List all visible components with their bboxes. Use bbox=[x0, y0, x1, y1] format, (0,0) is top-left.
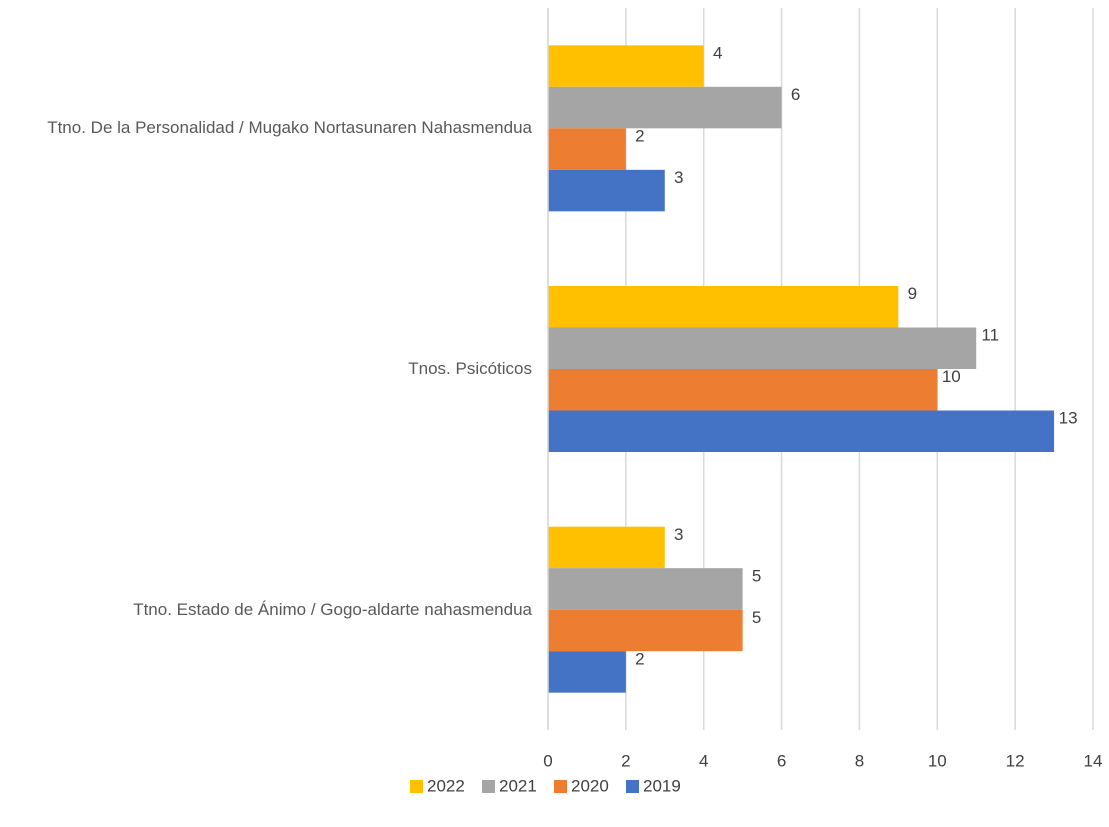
x-tick-label: 4 bbox=[699, 751, 708, 770]
legend-label: 2022 bbox=[427, 776, 465, 795]
legend-label: 2020 bbox=[571, 776, 609, 795]
bar bbox=[548, 651, 626, 693]
x-tick-label: 12 bbox=[1006, 751, 1025, 770]
bar bbox=[548, 169, 665, 212]
data-label: 2 bbox=[635, 127, 644, 146]
data-label: 10 bbox=[942, 367, 961, 386]
bar bbox=[548, 45, 704, 87]
x-tick-label: 2 bbox=[621, 751, 630, 770]
data-label: 3 bbox=[674, 168, 683, 187]
x-tick-label: 0 bbox=[543, 751, 552, 770]
category-label: Ttno. Estado de Ánimo / Gogo-aldarte nah… bbox=[133, 599, 532, 619]
bar bbox=[548, 410, 1055, 452]
bar bbox=[548, 609, 743, 652]
data-label: 6 bbox=[791, 85, 800, 104]
data-label: 4 bbox=[713, 44, 722, 63]
x-tick-label: 8 bbox=[855, 751, 864, 770]
data-label: 9 bbox=[908, 284, 917, 303]
bar bbox=[548, 86, 782, 129]
data-label: 5 bbox=[752, 608, 761, 627]
category-label: Ttno. De la Personalidad / Mugako Nortas… bbox=[47, 118, 532, 138]
bar bbox=[548, 526, 665, 569]
data-label: 5 bbox=[752, 566, 761, 585]
bar bbox=[548, 128, 626, 170]
data-label: 13 bbox=[1059, 409, 1078, 428]
data-label: 2 bbox=[635, 649, 644, 668]
bar bbox=[548, 286, 899, 328]
bar bbox=[548, 369, 938, 411]
data-label: 11 bbox=[981, 326, 999, 345]
legend-swatch bbox=[626, 780, 639, 793]
x-tick-label: 14 bbox=[1084, 751, 1103, 770]
legend-swatch bbox=[482, 780, 495, 793]
legend-label: 2019 bbox=[643, 776, 681, 795]
legend-swatch bbox=[410, 780, 423, 793]
category-label: Tnos. Psicóticos bbox=[408, 359, 532, 378]
legend-swatch bbox=[554, 780, 567, 793]
data-label: 3 bbox=[674, 525, 683, 544]
legend-label: 2021 bbox=[499, 776, 537, 795]
x-tick-label: 10 bbox=[928, 751, 947, 770]
x-tick-label: 6 bbox=[777, 751, 786, 770]
bar bbox=[548, 327, 977, 369]
bar bbox=[548, 568, 743, 610]
